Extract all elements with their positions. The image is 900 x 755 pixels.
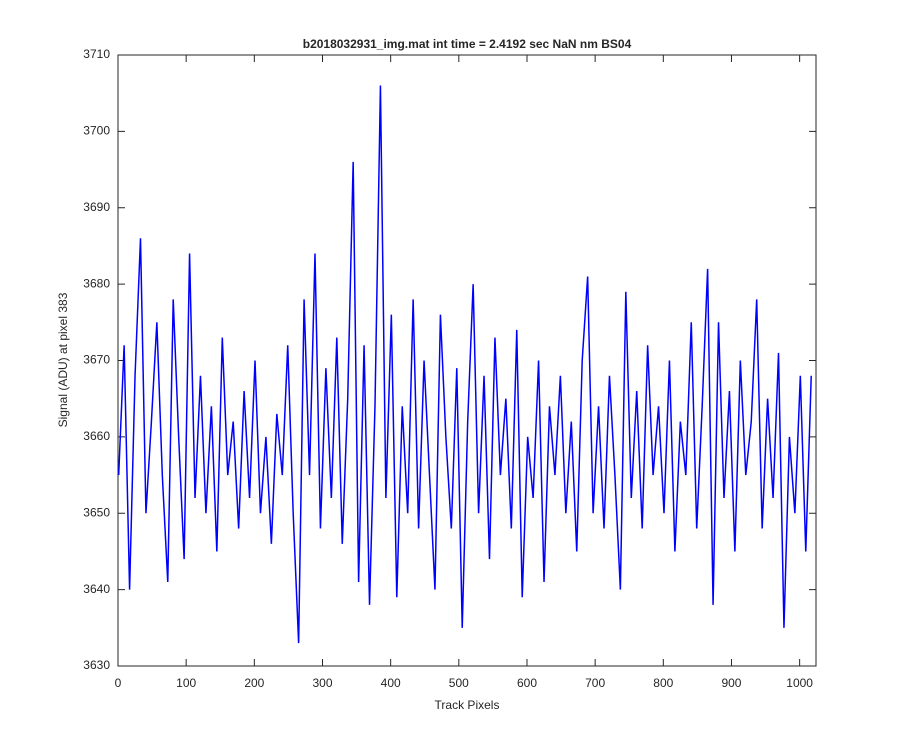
- plot-frame: [117, 54, 817, 667]
- y-tick-label: 3640: [83, 582, 110, 596]
- chart-title: b2018032931_img.mat int time = 2.4192 se…: [303, 37, 632, 51]
- x-tick-label: 400: [381, 676, 401, 690]
- x-tick-label: 0: [115, 676, 122, 690]
- x-tick-label: 900: [721, 676, 741, 690]
- x-tick-label: 300: [312, 676, 332, 690]
- x-tick-label: 600: [517, 676, 537, 690]
- x-tick-label: 500: [449, 676, 469, 690]
- x-tick-label: 700: [585, 676, 605, 690]
- y-tick-label: 3650: [83, 505, 110, 519]
- y-tick-label: 3630: [83, 658, 110, 672]
- x-axis-label: Track Pixels: [435, 698, 500, 712]
- y-tick-label: 3700: [83, 124, 110, 138]
- y-tick-label: 3660: [83, 429, 110, 443]
- y-tick-label: 3710: [83, 47, 110, 61]
- x-tick-label: 100: [176, 676, 196, 690]
- data-line: [117, 85, 812, 644]
- y-axis-label: Signal (ADU) at pixel 383: [56, 292, 70, 427]
- x-tick-label: 200: [244, 676, 264, 690]
- y-tick-label: 3680: [83, 276, 110, 290]
- y-tick-label: 3690: [83, 200, 110, 214]
- x-tick-label: 1000: [786, 676, 813, 690]
- y-tick-label: 3670: [83, 353, 110, 367]
- x-tick-label: 800: [653, 676, 673, 690]
